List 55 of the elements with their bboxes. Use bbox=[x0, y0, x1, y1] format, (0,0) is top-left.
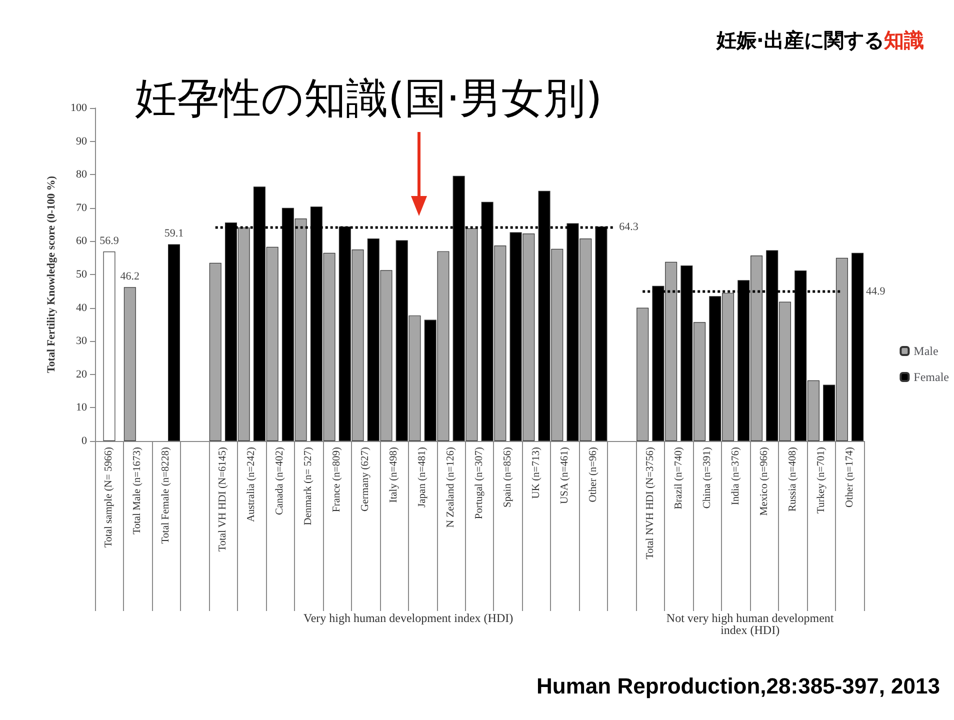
y-tick-label: 70 bbox=[76, 202, 88, 214]
x-tick-label: Denmark (n= 527) bbox=[303, 446, 314, 526]
x-tick-label: Portugal (n=307) bbox=[474, 446, 485, 520]
ref-line-label: 64.3 bbox=[619, 220, 639, 233]
x-tick-label: Total NVH HDI (N=3756) bbox=[644, 446, 656, 560]
x-tick-label: Other (n=96) bbox=[588, 446, 599, 502]
y-axis-title: Total Fertility Knowledge score (0-100 %) bbox=[46, 176, 58, 374]
bar bbox=[209, 262, 222, 441]
ref-line-label: 44.9 bbox=[866, 285, 886, 298]
x-tick-label: Total VH HDI (N=6145) bbox=[218, 446, 229, 552]
x-tick-label: Australia (n=242) bbox=[246, 446, 258, 522]
x-tick-label: Italy (n=498) bbox=[388, 446, 400, 503]
bar bbox=[636, 308, 649, 441]
x-tick-label: Russia (n=408) bbox=[787, 446, 798, 512]
x-tick-label: Other (n=174) bbox=[844, 446, 856, 508]
bar bbox=[124, 287, 136, 441]
bar bbox=[168, 244, 180, 441]
x-tick-label: Brazil (n=740) bbox=[673, 446, 684, 510]
x-tick-label: Mexico (n=966) bbox=[758, 446, 770, 516]
y-tick-label: 0 bbox=[82, 435, 88, 447]
text: Very high human development index (HDI) bbox=[303, 611, 514, 625]
x-tick-label: Total Male (n=1673) bbox=[132, 446, 144, 534]
x-tick-label: India (n=376) bbox=[730, 446, 742, 506]
x-tick-label: Canada (n=402) bbox=[274, 446, 286, 516]
y-tick-label: 30 bbox=[76, 335, 88, 348]
x-tick-label: UK (n=713) bbox=[530, 446, 542, 499]
y-tick-label: 40 bbox=[76, 302, 88, 314]
x-tick-label: Japan (n=481) bbox=[417, 446, 428, 508]
y-tick-label: 100 bbox=[70, 102, 88, 114]
bar bbox=[852, 252, 864, 441]
y-tick-label: 90 bbox=[76, 135, 88, 148]
y-tick-label: 60 bbox=[76, 235, 88, 248]
chart-subtitle: 妊娠·出産に関する知識 bbox=[715, 28, 924, 52]
y-tick-label: 80 bbox=[76, 168, 88, 181]
data-label: 56.9 bbox=[100, 235, 120, 248]
data-label: 46.2 bbox=[120, 270, 140, 283]
bar bbox=[103, 252, 116, 441]
text: Human Reproduction,28:385-397, 2013 bbox=[536, 674, 940, 698]
text: Not very high human development index (HDI) bbox=[666, 611, 834, 637]
x-tick-label: France (n=809) bbox=[332, 446, 343, 512]
data-label: 59.1 bbox=[164, 228, 184, 240]
chart-title: 妊孕性の知識(国·男女別) bbox=[135, 74, 602, 122]
x-tick-label: Turkey (n=701) bbox=[816, 446, 827, 514]
y-tick-label: 20 bbox=[76, 368, 88, 380]
x-tick-label: Spain (n=856) bbox=[502, 446, 514, 508]
x-tick-label: Total Female (n=8228) bbox=[160, 446, 172, 544]
x-tick-label: Germany (627) bbox=[360, 446, 372, 512]
y-tick-label: 10 bbox=[76, 402, 88, 414]
legend-label: Female bbox=[914, 370, 950, 384]
x-tick-label: Total sample (N= 5966) bbox=[104, 446, 115, 548]
x-tick-label: China (n=391) bbox=[702, 446, 713, 509]
legend-label: Male bbox=[914, 344, 938, 358]
x-tick-label: USA (n=461) bbox=[559, 446, 570, 504]
x-tick-label: N Zealand (n=126) bbox=[446, 446, 457, 528]
y-tick-label: 50 bbox=[76, 268, 88, 280]
